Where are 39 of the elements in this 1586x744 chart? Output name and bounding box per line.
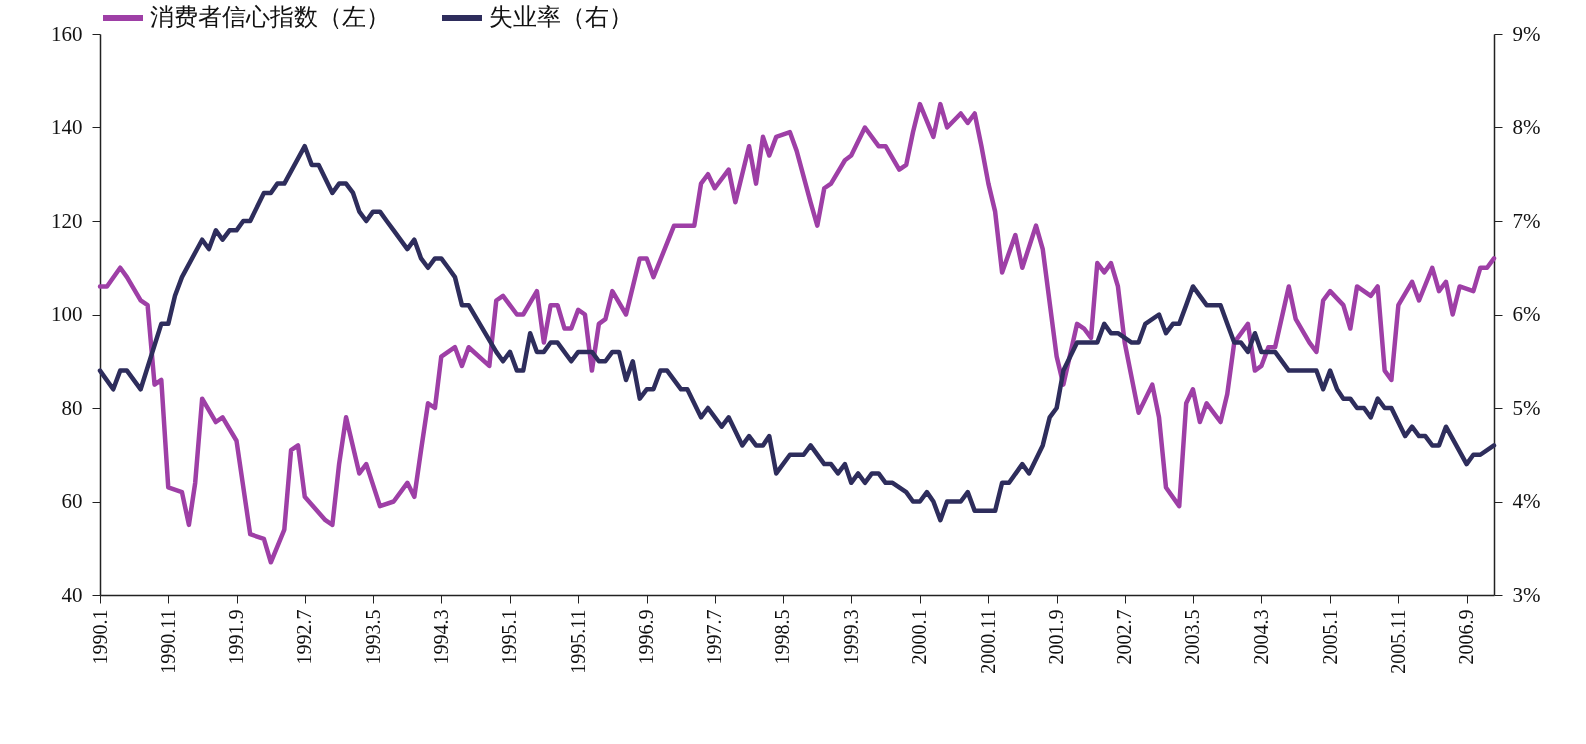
x-tick-label: 2004.3	[1249, 609, 1272, 665]
y-tick-label: 80	[61, 395, 83, 420]
x-tick-label: 1996.9	[635, 609, 658, 665]
y-tick-label: 100	[51, 302, 83, 326]
y-tick-label: 120	[51, 208, 83, 233]
x-tick-label: 1994.3	[429, 609, 452, 665]
x-tick-label: 1995.1	[498, 609, 521, 665]
x-tick-label: 1998.5	[771, 609, 794, 665]
y2-tick-label: 5%	[1512, 395, 1541, 420]
x-tick-label: 1995.11	[566, 609, 589, 674]
x-tick-label: 2000.11	[976, 609, 999, 674]
x-tick-label: 1999.3	[839, 609, 862, 665]
y-tick-label: 160	[51, 21, 83, 46]
legend-label: 消费者信心指数（左）	[150, 4, 390, 30]
x-tick-label: 2001.9	[1045, 609, 1068, 665]
line-series	[97, 143, 1497, 523]
x-tick-label: 2000.1	[908, 609, 931, 665]
legend-label: 失业率（右）	[489, 4, 633, 30]
line-series	[97, 101, 1497, 565]
y-tick-label: 60	[61, 489, 83, 513]
y2-tick-label: 3%	[1512, 582, 1541, 607]
x-tick-label: 1990.11	[156, 609, 179, 674]
x-tick-label: 1990.1	[88, 609, 111, 665]
x-tick-label: 1991.9	[225, 609, 247, 665]
y2-tick-label: 7%	[1512, 208, 1541, 233]
y2-tick-label: 6%	[1512, 302, 1541, 326]
x-tick-label: 2005.1	[1318, 609, 1341, 665]
x-tick-label: 2002.7	[1113, 609, 1136, 665]
x-tick-label: 1992.7	[293, 609, 316, 665]
x-tick-label: 2006.9	[1455, 609, 1478, 665]
y-tick-label: 40	[61, 582, 83, 607]
y2-tick-label: 4%	[1512, 489, 1541, 513]
y2-tick-label: 9%	[1512, 21, 1541, 46]
x-tick-label: 2003.5	[1181, 609, 1204, 665]
x-tick-label: 1993.5	[361, 609, 384, 665]
x-tick-label: 2005.11	[1386, 609, 1409, 674]
x-tick-label: 1997.7	[703, 609, 726, 665]
y2-tick-label: 8%	[1512, 115, 1541, 139]
y-tick-label: 140	[51, 115, 83, 139]
